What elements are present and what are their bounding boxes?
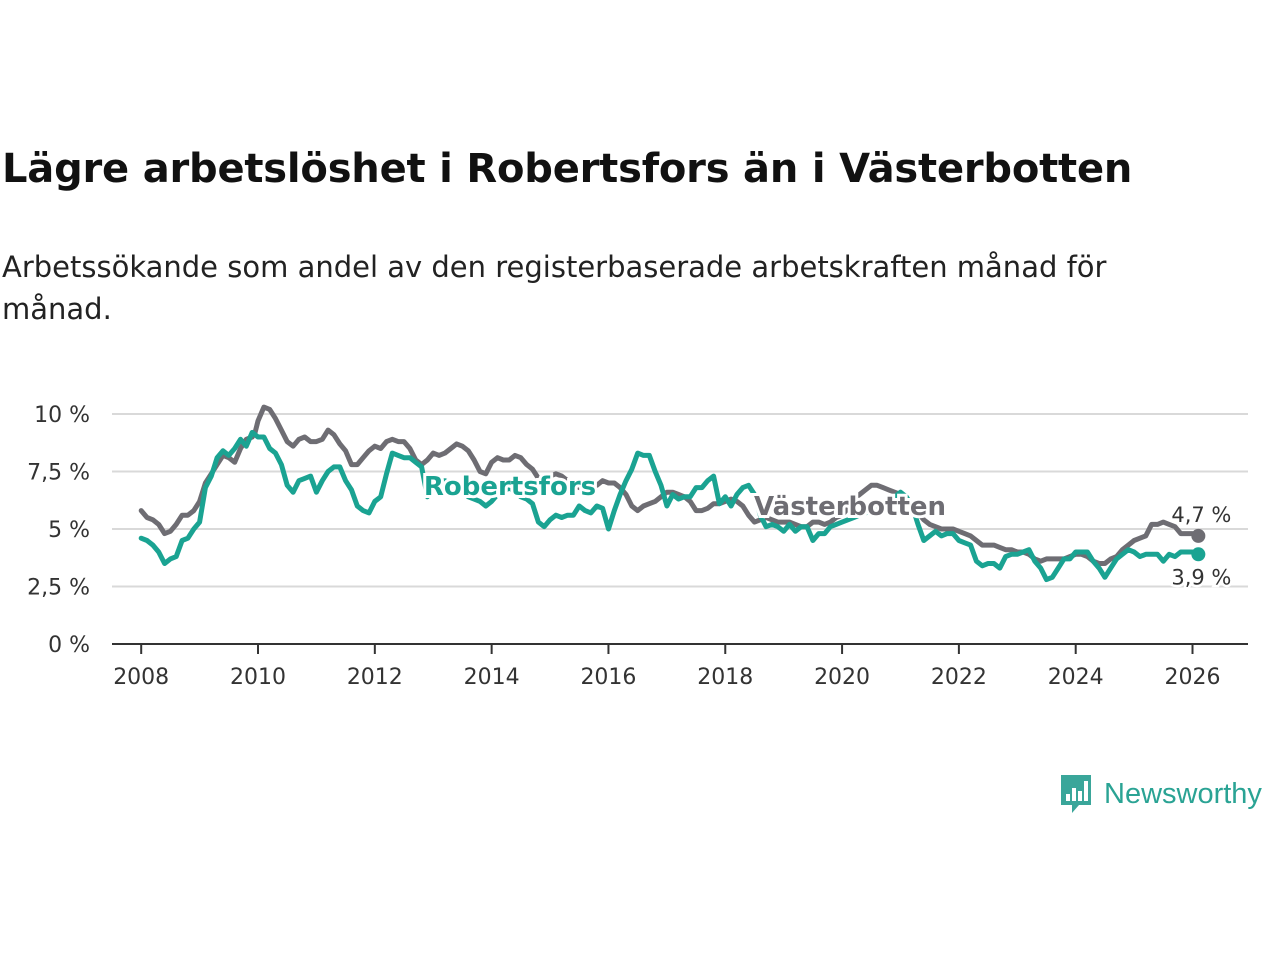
newsworthy-logo: Newsworthy	[1058, 772, 1262, 816]
series-name-label-robertsfors: Robertsfors	[424, 472, 596, 502]
y-tick-label: 0 %	[48, 633, 90, 658]
x-tick-label: 2020	[814, 665, 870, 690]
end-value-label-robertsfors: 3,9 %	[1171, 565, 1231, 589]
line-chart: 0 % 2,5 % 5 % 7,5 % 10 % 2008 2010 2012 2014 201…	[27, 403, 1248, 690]
bar-chart-logo-icon	[1061, 775, 1091, 813]
end-point-vasterbotten	[1191, 528, 1206, 543]
x-tick-label: 2012	[347, 665, 403, 690]
y-tick-label: 7,5 %	[27, 461, 90, 486]
series-name-label-vasterbotten: Västerbotten	[754, 492, 946, 522]
x-axis-ticks: 2008 2010 2012 2014 2016 2018 2020 2022 2024 2026	[112, 643, 1248, 690]
gridlines	[112, 413, 1248, 588]
brand-name: Newsworthy	[1104, 777, 1262, 810]
series-line-vasterbotten	[138, 404, 1201, 566]
x-tick-label: 2008	[113, 665, 169, 690]
y-tick-label: 10 %	[34, 403, 90, 428]
y-tick-label: 2,5 %	[27, 576, 90, 601]
end-point-robertsfors	[1191, 547, 1206, 562]
x-tick-label: 2014	[464, 665, 520, 690]
x-tick-label: 2016	[580, 665, 636, 690]
chart-subtitle: Arbetssökande som andel av den registerb…	[2, 250, 1107, 326]
x-tick-label: 2024	[1048, 665, 1104, 690]
y-axis-ticks: 0 % 2,5 % 5 % 7,5 % 10 %	[27, 403, 90, 658]
x-tick-label: 2022	[931, 665, 987, 690]
chart-title: Lägre arbetslöshet i Robertsfors än i Vä…	[2, 146, 1133, 192]
x-tick-label: 2010	[230, 665, 286, 690]
x-tick-label: 2026	[1165, 665, 1221, 690]
series-line-robertsfors	[138, 429, 1201, 583]
end-value-label-vasterbotten: 4,7 %	[1171, 503, 1231, 527]
series-lines	[138, 404, 1206, 583]
x-tick-label: 2018	[697, 665, 753, 690]
series-labels: 4,7 % 3,9 % Robertsfors Västerbotten	[421, 469, 1234, 592]
y-tick-label: 5 %	[48, 518, 90, 543]
